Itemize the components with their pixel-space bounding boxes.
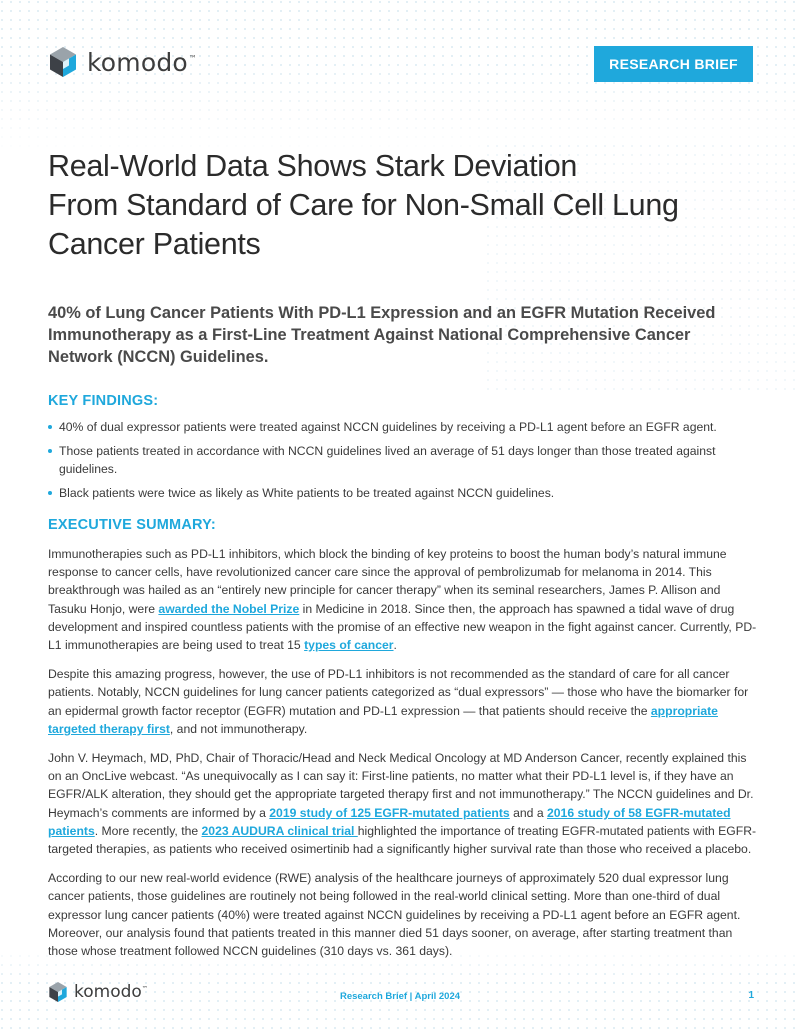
title-line: Real-World Data Shows Stark Deviation <box>48 149 578 183</box>
study-2019-link[interactable]: 2019 study of 125 EGFR-mutated patients <box>269 805 510 820</box>
summary-paragraph: Immunotherapies such as PD-L1 inhibitors… <box>48 547 757 653</box>
summary-paragraph: According to our new real-world evidence… <box>48 871 741 959</box>
key-findings-list: 40% of dual expressor patients were trea… <box>48 418 748 508</box>
komodo-cube-icon <box>50 47 76 77</box>
key-findings-heading: KEY FINDINGS: <box>48 393 159 409</box>
list-item: 40% of dual expressor patients were trea… <box>48 418 748 436</box>
list-item: Black patients were twice as likely as W… <box>48 484 748 502</box>
targeted-therapy-link[interactable]: appropriate targeted therapy first <box>48 703 718 736</box>
footer-logo-wordmark: komodo™ <box>74 982 148 1002</box>
logo-wordmark: komodo™ <box>87 47 198 77</box>
nobel-prize-link[interactable]: awarded the Nobel Prize <box>158 601 300 616</box>
title-line: From Standard of Care for Non-Small Cell… <box>48 188 679 222</box>
study-2016-link[interactable]: 2016 study of 58 EGFR-mutated patients <box>48 805 731 838</box>
footer-publication-info: Research Brief | April 2024 <box>339 991 461 1002</box>
page-subtitle: 40% of Lung Cancer Patients With PD-L1 E… <box>48 304 716 366</box>
executive-summary-heading: EXECUTIVE SUMMARY: <box>48 517 216 533</box>
summary-paragraph: Despite this amazing progress, however, … <box>48 667 749 736</box>
komodo-cube-icon <box>49 982 67 1002</box>
title-line: Cancer Patients <box>48 227 261 261</box>
executive-summary-body: Immunotherapies such as PD-L1 inhibitors… <box>48 545 758 971</box>
audura-trial-link[interactable]: 2023 AUDURA clinical trial <box>201 823 358 838</box>
summary-paragraph: John V. Heymach, MD, PhD, Chair of Thora… <box>48 751 757 857</box>
research-brief-badge: RESEARCH BRIEF <box>594 46 753 82</box>
page-number: 1 <box>748 990 754 1001</box>
footer-komodo-logo: komodo™ <box>48 981 148 1003</box>
types-of-cancer-link[interactable]: types of cancer <box>304 638 394 653</box>
komodo-logo: komodo™ <box>48 46 197 78</box>
page-title: Real-World Data Shows Stark Deviation Fr… <box>48 147 748 264</box>
list-item: Those patients treated in accordance wit… <box>48 442 748 478</box>
